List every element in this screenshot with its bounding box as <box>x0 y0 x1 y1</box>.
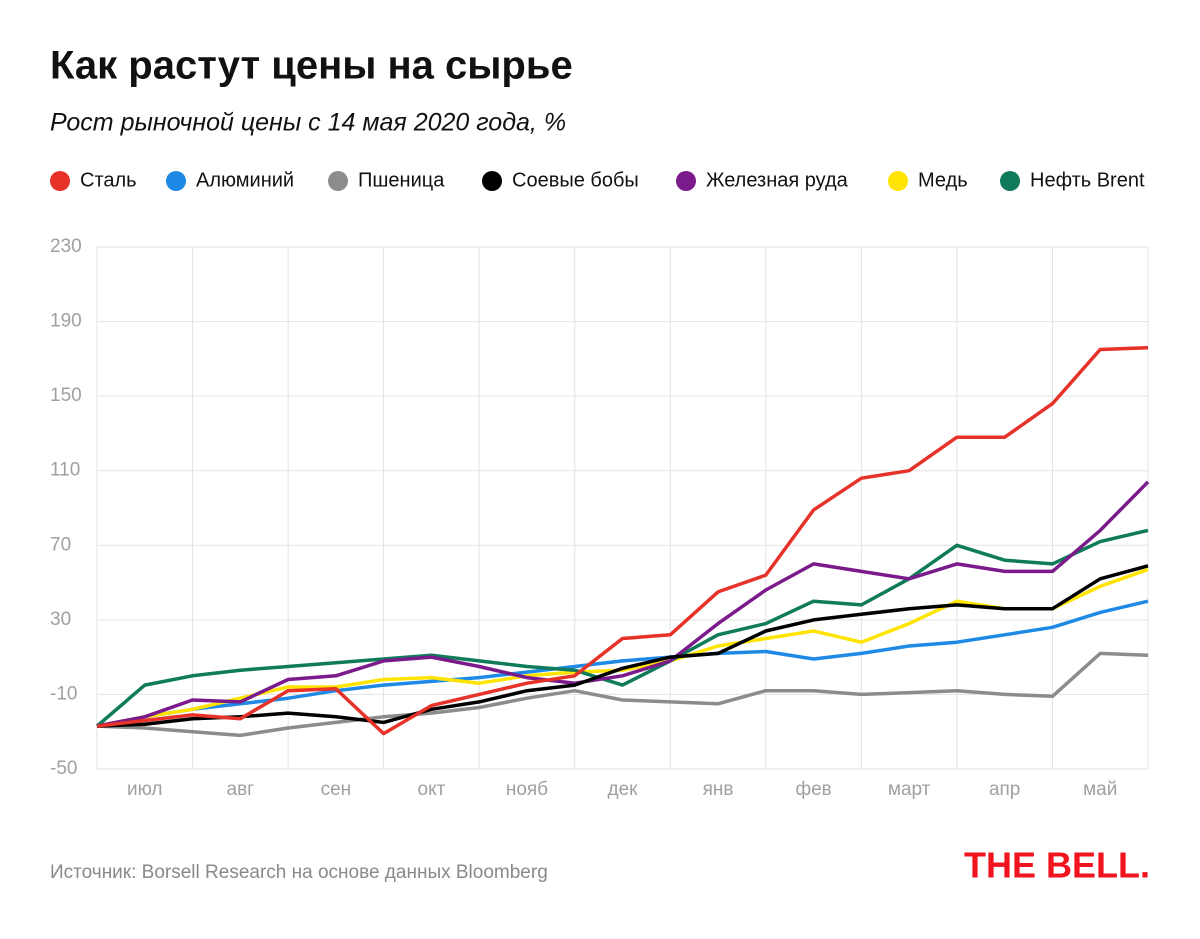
legend-label: Алюминий <box>196 169 294 191</box>
x-tick-label: апр <box>989 779 1020 800</box>
y-tick-label: 70 <box>50 534 71 555</box>
legend-swatch <box>166 171 186 191</box>
y-tick-label: 30 <box>50 609 71 630</box>
logo: THE BELL. <box>964 845 1150 886</box>
x-tick-label: фев <box>795 779 831 800</box>
legend-swatch <box>676 171 696 191</box>
legend-label: Сталь <box>80 169 137 191</box>
y-tick-label: 110 <box>50 460 80 481</box>
y-tick-label: -50 <box>50 758 77 779</box>
series-line <box>96 345 1149 736</box>
x-tick-label: авг <box>227 779 255 800</box>
legend-swatch <box>50 171 70 191</box>
x-tick-label: окт <box>418 779 446 800</box>
y-tick-label: 230 <box>50 236 82 257</box>
series-line <box>96 567 1149 728</box>
x-tick-label: янв <box>703 779 734 800</box>
series-line <box>96 564 1149 728</box>
series-line <box>95 528 1149 728</box>
series-line <box>96 480 1150 728</box>
legend-label: Пшеница <box>358 169 445 191</box>
y-tick-label: -10 <box>50 683 77 704</box>
x-tick-label: май <box>1083 779 1117 800</box>
x-tick-label: март <box>888 779 931 800</box>
chart-title: Как растут цены на сырье <box>50 44 573 88</box>
x-tick-label: нояб <box>506 779 548 800</box>
x-tick-label: июл <box>127 779 163 800</box>
y-tick-label: 190 <box>50 311 82 332</box>
legend-swatch <box>888 171 908 191</box>
legend-label: Соевые бобы <box>512 169 639 191</box>
source: Источник: Borsell Research на основе дан… <box>50 862 548 883</box>
legend-label: Нефть Brent <box>1030 169 1145 191</box>
legend-swatch <box>482 171 502 191</box>
y-tick-label: 150 <box>50 385 82 406</box>
x-tick-label: сен <box>321 779 352 800</box>
series-line <box>96 651 1149 738</box>
legend-swatch <box>1000 171 1020 191</box>
x-tick-label: дек <box>608 779 639 800</box>
legend-label: Медь <box>918 169 968 191</box>
chart-subtitle: Рост рыночной цены с 14 мая 2020 года, % <box>50 109 566 137</box>
legend-label: Железная руда <box>706 169 849 191</box>
legend-swatch <box>328 171 348 191</box>
